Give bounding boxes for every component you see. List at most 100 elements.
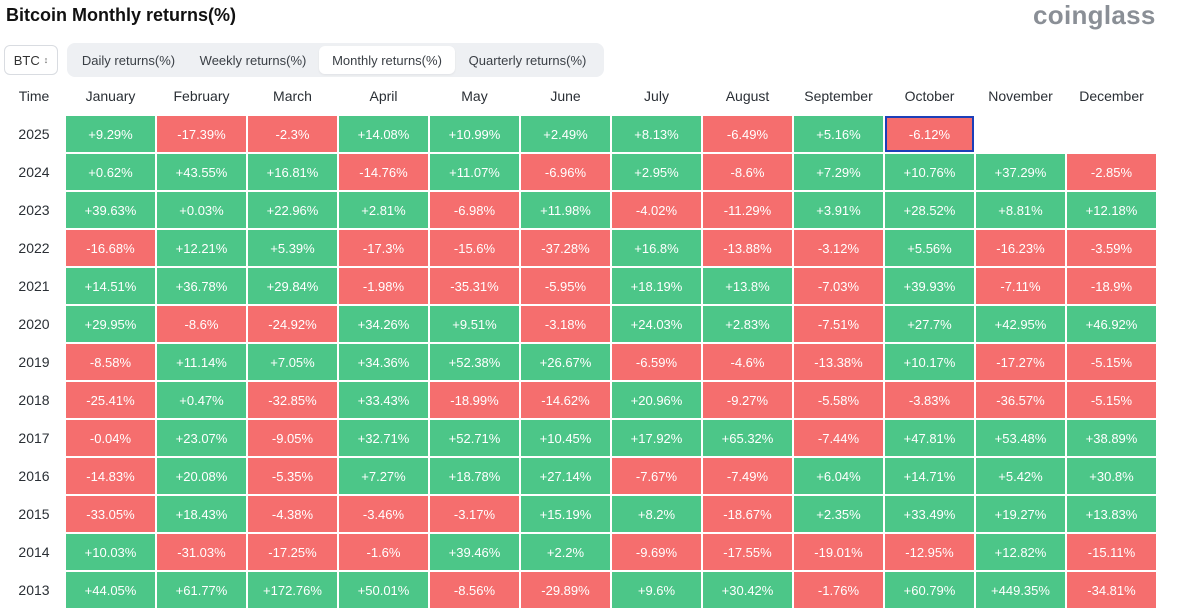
- return-cell[interactable]: +16.8%: [612, 230, 701, 266]
- return-cell[interactable]: +12.18%: [1067, 192, 1156, 228]
- return-cell[interactable]: -6.12%: [885, 116, 974, 152]
- return-cell[interactable]: +11.14%: [157, 344, 246, 380]
- return-cell[interactable]: +2.83%: [703, 306, 792, 342]
- return-cell[interactable]: +47.81%: [885, 420, 974, 456]
- return-cell[interactable]: +32.71%: [339, 420, 428, 456]
- return-cell[interactable]: -6.96%: [521, 154, 610, 190]
- return-cell[interactable]: -9.05%: [248, 420, 337, 456]
- return-cell[interactable]: -17.55%: [703, 534, 792, 570]
- return-cell[interactable]: -31.03%: [157, 534, 246, 570]
- return-cell[interactable]: -3.17%: [430, 496, 519, 532]
- return-cell[interactable]: -12.95%: [885, 534, 974, 570]
- return-cell[interactable]: +20.08%: [157, 458, 246, 494]
- return-cell[interactable]: -7.44%: [794, 420, 883, 456]
- return-cell[interactable]: +60.79%: [885, 572, 974, 608]
- return-cell[interactable]: -3.59%: [1067, 230, 1156, 266]
- return-cell[interactable]: -1.6%: [339, 534, 428, 570]
- return-cell[interactable]: -17.25%: [248, 534, 337, 570]
- return-cell[interactable]: -0.04%: [66, 420, 155, 456]
- return-cell[interactable]: +33.49%: [885, 496, 974, 532]
- return-cell[interactable]: +29.84%: [248, 268, 337, 304]
- return-cell[interactable]: -8.58%: [66, 344, 155, 380]
- return-cell[interactable]: -18.9%: [1067, 268, 1156, 304]
- return-cell[interactable]: +38.89%: [1067, 420, 1156, 456]
- return-cell[interactable]: +19.27%: [976, 496, 1065, 532]
- return-cell[interactable]: +0.03%: [157, 192, 246, 228]
- return-cell[interactable]: -6.49%: [703, 116, 792, 152]
- return-cell[interactable]: +13.83%: [1067, 496, 1156, 532]
- return-cell[interactable]: +52.38%: [430, 344, 519, 380]
- return-cell[interactable]: -5.15%: [1067, 382, 1156, 418]
- return-cell[interactable]: +11.98%: [521, 192, 610, 228]
- return-cell[interactable]: +13.8%: [703, 268, 792, 304]
- return-cell[interactable]: +10.76%: [885, 154, 974, 190]
- return-cell[interactable]: +52.71%: [430, 420, 519, 456]
- return-cell[interactable]: +8.13%: [612, 116, 701, 152]
- return-cell[interactable]: +34.36%: [339, 344, 428, 380]
- return-cell[interactable]: +7.05%: [248, 344, 337, 380]
- return-cell[interactable]: +0.47%: [157, 382, 246, 418]
- return-cell[interactable]: -7.51%: [794, 306, 883, 342]
- return-cell[interactable]: -14.62%: [521, 382, 610, 418]
- return-cell[interactable]: +9.51%: [430, 306, 519, 342]
- return-cell[interactable]: +2.95%: [612, 154, 701, 190]
- return-cell[interactable]: +18.43%: [157, 496, 246, 532]
- coin-select[interactable]: BTC ↕: [4, 45, 58, 75]
- return-cell[interactable]: +8.2%: [612, 496, 701, 532]
- return-cell[interactable]: -18.67%: [703, 496, 792, 532]
- return-cell[interactable]: +3.91%: [794, 192, 883, 228]
- return-cell[interactable]: +39.63%: [66, 192, 155, 228]
- return-cell[interactable]: -2.3%: [248, 116, 337, 152]
- return-cell[interactable]: +5.42%: [976, 458, 1065, 494]
- return-cell[interactable]: -3.12%: [794, 230, 883, 266]
- return-cell[interactable]: +2.81%: [339, 192, 428, 228]
- return-cell[interactable]: +28.52%: [885, 192, 974, 228]
- return-cell[interactable]: -8.6%: [157, 306, 246, 342]
- return-cell[interactable]: -35.31%: [430, 268, 519, 304]
- return-cell[interactable]: +34.26%: [339, 306, 428, 342]
- tab-weekly-returns[interactable]: Weekly returns(%): [199, 52, 307, 68]
- return-cell[interactable]: +14.71%: [885, 458, 974, 494]
- return-cell[interactable]: -3.83%: [885, 382, 974, 418]
- return-cell[interactable]: +29.95%: [66, 306, 155, 342]
- return-cell[interactable]: -2.85%: [1067, 154, 1156, 190]
- return-cell[interactable]: +33.43%: [339, 382, 428, 418]
- return-cell[interactable]: -1.76%: [794, 572, 883, 608]
- return-cell[interactable]: -17.39%: [157, 116, 246, 152]
- return-cell[interactable]: +12.82%: [976, 534, 1065, 570]
- return-cell[interactable]: -6.59%: [612, 344, 701, 380]
- return-cell[interactable]: +9.29%: [66, 116, 155, 152]
- return-cell[interactable]: -24.92%: [248, 306, 337, 342]
- return-cell[interactable]: -6.98%: [430, 192, 519, 228]
- return-cell[interactable]: -4.02%: [612, 192, 701, 228]
- return-cell[interactable]: +37.29%: [976, 154, 1065, 190]
- return-cell[interactable]: +11.07%: [430, 154, 519, 190]
- return-cell[interactable]: +7.27%: [339, 458, 428, 494]
- return-cell[interactable]: +17.92%: [612, 420, 701, 456]
- return-cell[interactable]: -14.76%: [339, 154, 428, 190]
- return-cell[interactable]: +30.42%: [703, 572, 792, 608]
- return-cell[interactable]: -19.01%: [794, 534, 883, 570]
- return-cell[interactable]: +172.76%: [248, 572, 337, 608]
- return-cell[interactable]: +36.78%: [157, 268, 246, 304]
- tab-daily-returns[interactable]: Daily returns(%): [81, 52, 176, 68]
- return-cell[interactable]: +2.35%: [794, 496, 883, 532]
- return-cell[interactable]: -34.81%: [1067, 572, 1156, 608]
- return-cell[interactable]: -5.95%: [521, 268, 610, 304]
- return-cell[interactable]: +2.49%: [521, 116, 610, 152]
- return-cell[interactable]: +53.48%: [976, 420, 1065, 456]
- return-cell[interactable]: -36.57%: [976, 382, 1065, 418]
- return-cell[interactable]: +50.01%: [339, 572, 428, 608]
- return-cell[interactable]: -25.41%: [66, 382, 155, 418]
- return-cell[interactable]: -15.6%: [430, 230, 519, 266]
- return-cell[interactable]: -33.05%: [66, 496, 155, 532]
- return-cell[interactable]: -5.58%: [794, 382, 883, 418]
- return-cell[interactable]: +14.08%: [339, 116, 428, 152]
- return-cell[interactable]: -7.03%: [794, 268, 883, 304]
- return-cell[interactable]: -9.27%: [703, 382, 792, 418]
- return-cell[interactable]: -5.15%: [1067, 344, 1156, 380]
- return-cell[interactable]: -7.67%: [612, 458, 701, 494]
- return-cell[interactable]: +46.92%: [1067, 306, 1156, 342]
- return-cell[interactable]: +0.62%: [66, 154, 155, 190]
- return-cell[interactable]: +18.78%: [430, 458, 519, 494]
